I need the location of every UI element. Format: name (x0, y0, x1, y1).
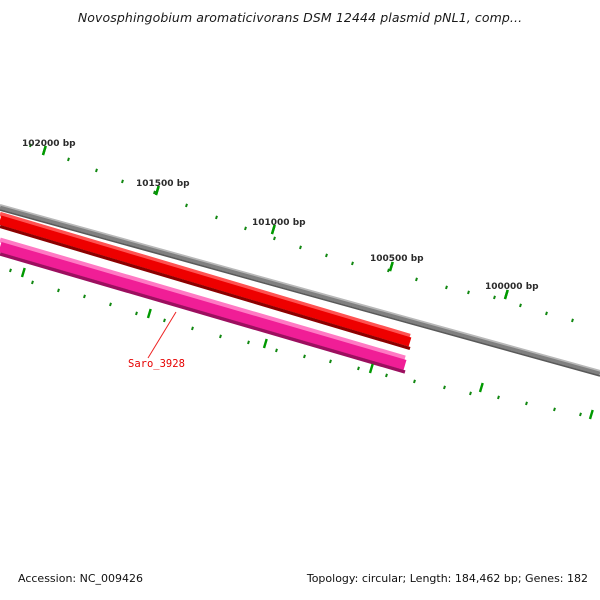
axis-minor-tick (95, 168, 98, 173)
axis-minor-tick (413, 379, 416, 384)
axis-minor-tick (579, 412, 582, 417)
gene-annotation-label[interactable]: Saro_3928 (128, 358, 185, 370)
gene-band-forward[interactable] (0, 211, 412, 351)
gene-band-reverse-shadow (0, 252, 406, 374)
axis-major-tick (41, 145, 47, 156)
axis-major-tick (262, 338, 268, 349)
axis-minor-tick (443, 385, 446, 390)
axis-minor-tick (215, 215, 218, 220)
axis-minor-tick (329, 359, 332, 364)
axis-major-tick (270, 224, 276, 235)
axis-minor-ticks (9, 143, 582, 417)
axis-minor-tick (153, 190, 156, 195)
axis-minor-tick (163, 318, 166, 323)
axis-minor-tick (525, 401, 528, 406)
axis-minor-tick (303, 354, 306, 359)
axis-minor-tick (121, 179, 124, 184)
axis-minor-tick (299, 245, 302, 250)
axis-minor-tick (275, 348, 278, 353)
backbone-shadow (0, 209, 600, 377)
axis-minor-tick (497, 395, 500, 400)
axis-minor-tick (29, 143, 32, 148)
axis-minor-tick (247, 340, 250, 345)
genome-stats-text: Topology: circular; Length: 184,462 bp; … (306, 572, 588, 585)
gene-band-forward-highlight (0, 211, 411, 339)
genome-backbone-track[interactable] (0, 203, 600, 377)
axis-major-tick (588, 409, 594, 420)
axis-minor-tick (273, 236, 276, 241)
axis-coordinate-label: 101000 bp (252, 218, 306, 228)
page-title: Novosphingobium aromaticivorans DSM 1244… (77, 10, 523, 25)
axis-major-ticks (20, 145, 594, 420)
axis-minor-tick (191, 326, 194, 331)
axis-minor-tick (387, 268, 390, 273)
accession-text: Accession: NC_009426 (18, 572, 144, 585)
axis-major-tick (503, 289, 509, 300)
gene-band-forward-shadow (0, 224, 411, 351)
axis-coordinate-label: 102000 bp (22, 139, 76, 149)
axis-major-tick (154, 185, 160, 196)
axis-minor-tick (351, 261, 354, 266)
axis-major-tick (368, 363, 374, 374)
axis-coordinate-label: 101500 bp (136, 179, 190, 189)
axis-minor-tick (553, 407, 556, 412)
axis-minor-tick (244, 226, 247, 231)
axis-minor-tick (185, 203, 188, 208)
axis-major-tick (388, 261, 394, 272)
axis-coordinate-label: 100000 bp (485, 282, 539, 292)
axis-minor-tick (571, 318, 574, 323)
axis-minor-tick (57, 288, 60, 293)
axis-minor-tick (493, 295, 496, 300)
gene-band-reverse-body[interactable] (0, 241, 407, 371)
axis-minor-tick (385, 373, 388, 378)
axis-minor-tick (469, 391, 472, 396)
axis-minor-tick (31, 280, 34, 285)
axis-minor-tick (357, 366, 360, 371)
axis-major-tick (478, 382, 484, 393)
axis-coordinate-label: 100500 bp (370, 254, 424, 264)
axis-minor-tick (519, 303, 522, 308)
gene-band-reverse-highlight (0, 237, 406, 361)
axis-minor-tick (83, 294, 86, 299)
axis-minor-tick (109, 302, 112, 307)
axis-major-tick (146, 308, 152, 319)
axis-minor-tick (467, 290, 470, 295)
backbone-highlight (0, 203, 600, 373)
axis-minor-tick (9, 268, 12, 273)
gene-band-forward-body[interactable] (0, 215, 412, 347)
axis-minor-tick (445, 285, 448, 290)
axis-minor-tick (67, 157, 70, 162)
axis-major-tick (20, 267, 26, 278)
backbone-line[interactable] (0, 205, 600, 376)
axis-minor-tick (545, 311, 548, 316)
axis-minor-tick (325, 253, 328, 258)
axis-minor-tick (135, 311, 138, 316)
gene-label-leader-line (147, 311, 177, 359)
gene-band-reverse[interactable] (0, 237, 407, 374)
axis-minor-tick (415, 277, 418, 282)
axis-minor-tick (219, 334, 222, 339)
